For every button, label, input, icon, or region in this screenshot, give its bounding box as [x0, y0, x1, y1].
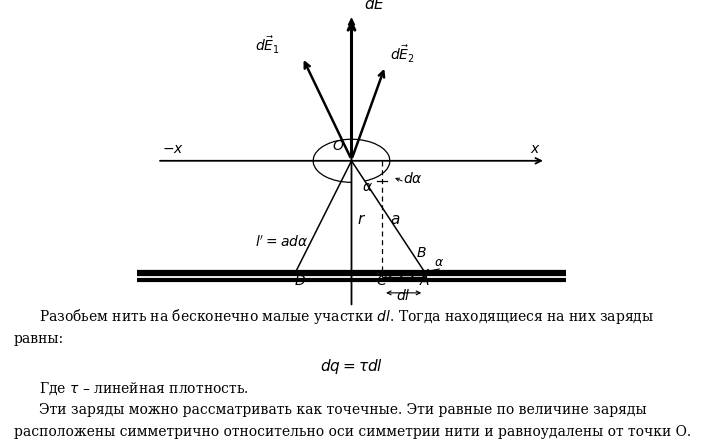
Text: $O$: $O$ [332, 140, 344, 153]
Text: равны:: равны: [14, 332, 64, 346]
Text: $x$: $x$ [530, 142, 541, 156]
Text: $a$: $a$ [390, 212, 401, 227]
Text: Где $\tau$ – линейная плотность.: Где $\tau$ – линейная плотность. [39, 381, 248, 397]
Text: расположены симметрично относительно оси симметрии нити и равноудалены от точки : расположены симметрично относительно оси… [14, 424, 691, 439]
Text: $A$: $A$ [420, 274, 431, 288]
Text: $r$: $r$ [357, 212, 366, 227]
Text: $C$: $C$ [376, 274, 388, 288]
Text: $d\vec{E}$: $d\vec{E}$ [363, 0, 385, 13]
Polygon shape [382, 272, 425, 277]
Text: $dl$: $dl$ [396, 288, 411, 303]
Text: Разобьем нить на бесконечно малые участки $dl$. Тогда находящиеся на них заряды: Разобьем нить на бесконечно малые участк… [39, 307, 654, 326]
Text: $d\alpha$: $d\alpha$ [403, 171, 423, 186]
Text: $l'=ad\alpha$: $l'=ad\alpha$ [255, 235, 309, 250]
Text: $D$: $D$ [295, 274, 307, 288]
Text: $B$: $B$ [415, 246, 426, 260]
Text: Эти заряды можно рассматривать как точечные. Эти равные по величине заряды: Эти заряды можно рассматривать как точеч… [39, 403, 646, 417]
Text: $-x$: $-x$ [162, 142, 183, 156]
Text: $d\vec{E}_2$: $d\vec{E}_2$ [390, 44, 415, 65]
Text: $\alpha$: $\alpha$ [362, 180, 373, 194]
Text: $dq = \tau dl$: $dq = \tau dl$ [320, 357, 383, 376]
Text: $\alpha$: $\alpha$ [434, 256, 444, 269]
Text: $d\vec{E}_1$: $d\vec{E}_1$ [255, 35, 280, 56]
